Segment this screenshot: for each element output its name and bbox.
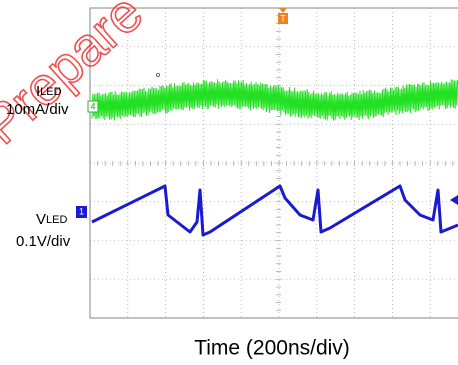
trigger-pointer [279,8,287,13]
channel-scale: 10mA/div [6,101,69,118]
channel-scale: 0.1V/div [16,233,71,250]
trigger-marker: T [280,13,286,23]
scope-grid [90,8,458,318]
voltage-waveform [92,186,458,235]
watermark: Prepare [0,0,154,156]
channel-marker: 4 [90,101,95,111]
x-axis-label: Time (200ns/div) [194,337,350,360]
edge-marker [450,195,458,205]
channel-label: ILED [36,83,62,100]
channel-marker: 1 [79,206,84,216]
dot [156,73,159,76]
channel-label: VLED [36,211,67,228]
